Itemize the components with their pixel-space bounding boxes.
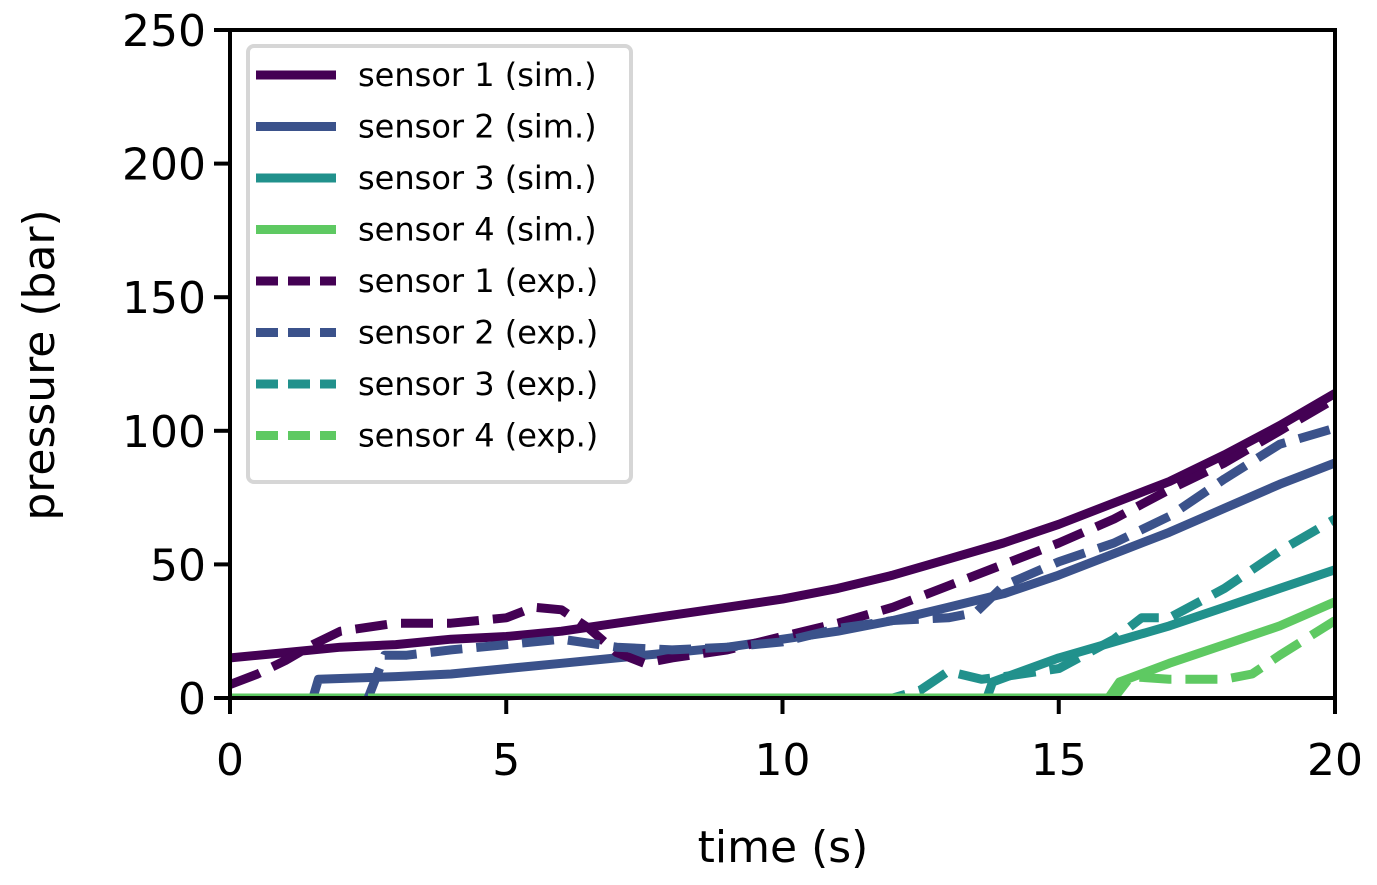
series-line-6	[230, 423, 1335, 698]
legend-box	[246, 44, 633, 484]
x-tick-label: 15	[1031, 735, 1087, 786]
legend: sensor 1 (sim.) sensor 2 (sim.) sensor 3 (…	[246, 44, 633, 484]
legend-label: sensor 1 (sim.)	[358, 56, 597, 94]
legend-label: sensor 4 (exp.)	[358, 417, 598, 455]
x-tick-label: 20	[1307, 735, 1363, 786]
x-tick-label: 0	[216, 735, 244, 786]
y-tick-label: 50	[150, 540, 206, 591]
legend-label: sensor 3 (exp.)	[358, 365, 598, 403]
series-line-8	[230, 616, 1335, 698]
y-tick-label: 200	[122, 140, 206, 191]
legend-label: sensor 1 (exp.)	[358, 262, 598, 300]
series-line-5	[230, 394, 1335, 689]
y-tick-label: 100	[122, 407, 206, 458]
x-axis-label: time (s)	[698, 822, 869, 873]
series-line-7	[230, 515, 1335, 698]
series-line-4	[230, 597, 1335, 698]
legend-label: sensor 4 (sim.)	[358, 211, 597, 249]
legend-label: sensor 2 (sim.)	[358, 108, 597, 146]
y-axis-label: pressure (bar)	[14, 209, 65, 520]
y-tick-label: 150	[122, 273, 206, 324]
series-line-2	[230, 458, 1335, 698]
x-tick-label: 10	[755, 735, 811, 786]
series-lines	[230, 389, 1335, 698]
x-tick-label: 5	[492, 735, 520, 786]
y-tick-label: 0	[178, 674, 206, 725]
y-tick-label: 250	[122, 6, 206, 57]
legend-label: sensor 3 (sim.)	[358, 159, 597, 197]
series-line-1	[230, 389, 1335, 663]
legend-label: sensor 2 (exp.)	[358, 314, 598, 352]
